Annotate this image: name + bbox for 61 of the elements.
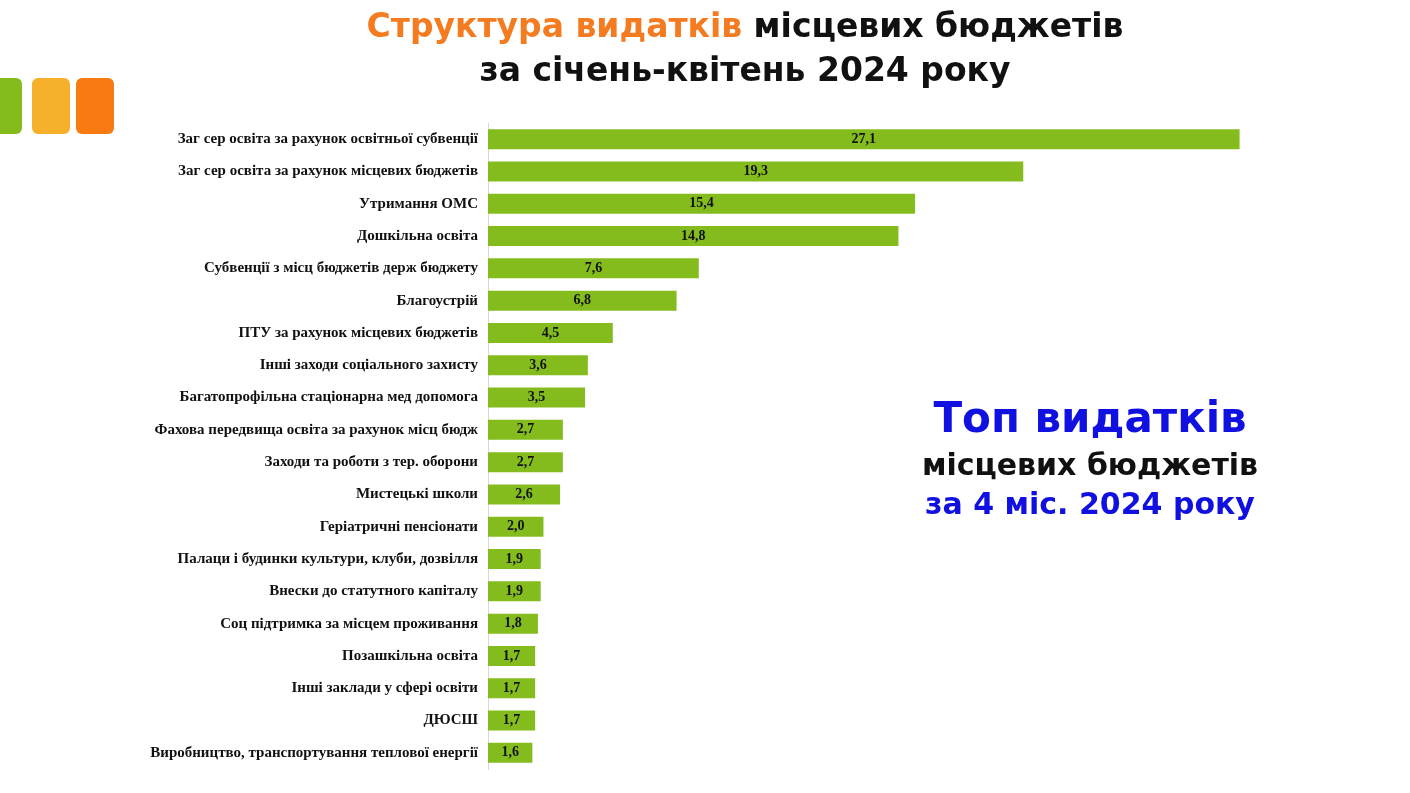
- bar: [488, 549, 541, 570]
- y-tick-label: Геріатричні пенсіонати: [319, 517, 479, 534]
- data-label: 1,7: [502, 679, 521, 695]
- bar: [488, 678, 536, 699]
- data-label: 2,0: [506, 518, 525, 534]
- data-label: 14,8: [680, 227, 706, 243]
- y-tick-label: ПТУ за рахунок місцевих бюджетів: [238, 323, 478, 340]
- chart-title: Структура видатків місцевих бюджетів за січень-квітень 2024 року: [365, 5, 1125, 91]
- annotation: Топ видатків: [932, 392, 1248, 444]
- bar: [488, 161, 1024, 182]
- y-tick-label: Субвенції з місц бюджетів держ бюджету: [204, 259, 479, 276]
- y-tick-label: Позашкільна освіта: [342, 646, 479, 663]
- data-label: 6,8: [573, 292, 592, 308]
- annotation: за 4 міс. 2024 року: [924, 485, 1256, 523]
- y-tick-label: Дошкільна освіта: [356, 226, 479, 243]
- data-label: 2,7: [516, 421, 535, 437]
- y-tick-label: Заг сер освіта за рахунок місцевих бюджетів: [178, 162, 478, 179]
- y-tick-label: Інші заклади у сфері освіти: [291, 679, 479, 696]
- bar: [488, 645, 536, 666]
- data-label: 4,5: [541, 324, 560, 340]
- data-label: 1,9: [505, 550, 524, 566]
- y-tick-label: ДЮСШ: [423, 711, 479, 728]
- data-label: 3,6: [529, 356, 547, 372]
- y-tick-label: Фахова передвища освіта за рахунок місц бюдж: [154, 420, 479, 437]
- bar: [488, 452, 563, 473]
- y-tick-label: Виробництво, транспортування теплової енергії: [150, 743, 479, 760]
- data-label: 27,1: [851, 130, 877, 146]
- data-label: 2,7: [516, 453, 535, 469]
- bar: [488, 129, 1240, 150]
- y-tick-label: Благоустрій: [396, 291, 479, 308]
- bar: [488, 355, 588, 376]
- data-label: 1,9: [505, 582, 524, 598]
- y-tick-label: Мистецькі школи: [355, 485, 479, 502]
- y-tick-label: Утримання ОМС: [359, 194, 478, 211]
- bar: [488, 710, 536, 731]
- bar: [488, 258, 699, 279]
- data-label: 15,4: [689, 195, 714, 211]
- y-tick-label: Багатопрофільна стаціонарна мед допомога: [179, 388, 479, 405]
- data-label: 1,7: [502, 712, 521, 728]
- y-tick-label: Соц підтримка за місцем проживання: [220, 614, 478, 631]
- data-label: 1,8: [504, 615, 522, 631]
- bar: [488, 193, 916, 214]
- y-tick-label: Заг сер освіта за рахунок освітньої субвенції: [177, 130, 479, 147]
- bar: [488, 322, 613, 343]
- bar: [488, 484, 561, 505]
- data-label: 3,5: [527, 389, 546, 405]
- data-label: 1,6: [501, 744, 519, 760]
- y-tick-label: Внески до статутного капіталу: [269, 582, 479, 599]
- bar: [488, 419, 563, 440]
- data-label: 7,6: [584, 259, 603, 275]
- data-label: 1,7: [502, 647, 521, 663]
- bar: [488, 581, 541, 602]
- y-tick-label: Заходи та роботи з тер. оборони: [264, 453, 479, 470]
- y-tick-label: Палаци і будинки культури, клуби, дозвілля: [177, 549, 478, 566]
- annotation: місцевих бюджетів: [920, 446, 1260, 484]
- bar: [488, 387, 586, 408]
- data-label: 19,3: [743, 163, 768, 179]
- data-label: 2,6: [515, 486, 533, 502]
- bar: [488, 290, 677, 311]
- bar: [488, 226, 899, 247]
- y-tick-label: Інші заходи соціального захисту: [259, 356, 479, 373]
